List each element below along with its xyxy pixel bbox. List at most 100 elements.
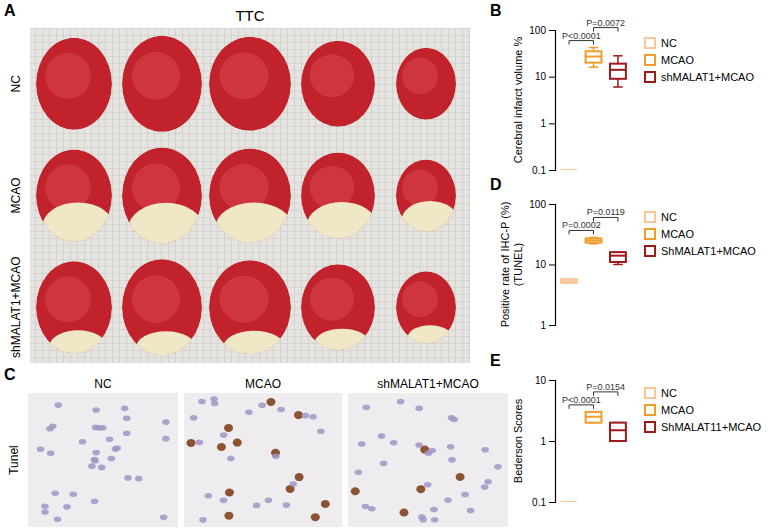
- nucleus: [378, 433, 386, 439]
- nucleus: [162, 419, 170, 425]
- nucleus: [108, 456, 116, 462]
- whisker-low: [617, 79, 619, 87]
- legend-swatch: [645, 388, 655, 398]
- positive-nucleus: [225, 489, 234, 497]
- brain-slice: [122, 259, 202, 365]
- positive-nucleus: [294, 411, 303, 419]
- box-body: [586, 51, 602, 62]
- slice-shade: [45, 276, 91, 322]
- y-axis-line: [549, 205, 556, 326]
- figure: ATTCNCMCAOshMALAT1+MCAOCTunelNCMCAOshMAL…: [0, 0, 778, 529]
- nucleus: [444, 497, 452, 503]
- box-median: [586, 239, 602, 241]
- nucleus: [210, 396, 218, 402]
- y-tick-mark: [549, 77, 555, 78]
- infarct-area: [50, 330, 107, 362]
- legend-swatch: [645, 422, 655, 432]
- legend-label: MCAO: [661, 54, 694, 66]
- slice-shade: [45, 53, 91, 99]
- nucleus: [63, 504, 71, 510]
- slice-tissue: [209, 37, 291, 131]
- column-label: NC: [94, 377, 112, 391]
- significance-bracket: [569, 41, 593, 45]
- nucleus: [123, 415, 131, 421]
- nucleus: [54, 516, 62, 522]
- box: [561, 170, 577, 171]
- y-tick: 10: [535, 71, 555, 82]
- significance-bracket: [569, 405, 593, 409]
- y-tick-label: 1: [540, 436, 546, 447]
- nucleus: [368, 506, 376, 512]
- nucleus: [106, 437, 114, 443]
- positive-nucleus: [224, 512, 233, 520]
- micrograph: [348, 393, 508, 527]
- whisker-high: [617, 56, 619, 64]
- positive-nucleus: [233, 439, 242, 447]
- infarct-area: [128, 203, 204, 256]
- y-tick-mark: [549, 502, 555, 503]
- nucleus: [190, 415, 198, 421]
- box-body: [561, 279, 577, 282]
- infarct-area: [307, 202, 377, 249]
- nucleus: [447, 444, 455, 450]
- nucleus: [450, 417, 458, 423]
- micrograph: [184, 393, 342, 527]
- positive-nucleus: [351, 487, 360, 495]
- nucleus: [121, 406, 129, 412]
- nucleus: [317, 428, 325, 434]
- brain-slice: [209, 149, 293, 255]
- legend-swatch: [645, 212, 655, 222]
- whisker-cap-low: [613, 264, 623, 266]
- slice-tissue: [301, 41, 375, 127]
- slice-shade: [402, 170, 438, 206]
- significance-bracket: [594, 392, 618, 396]
- y-tick-label: 1: [540, 320, 546, 331]
- nucleus: [91, 498, 99, 504]
- significance-bracket: [594, 28, 618, 32]
- nucleus: [253, 503, 261, 509]
- nucleus: [41, 503, 49, 509]
- nucleus: [196, 440, 204, 446]
- nucleus: [199, 517, 207, 523]
- positive-nucleus: [295, 473, 304, 481]
- box: [561, 502, 577, 503]
- slice-shade: [132, 52, 180, 100]
- nucleus: [79, 439, 87, 445]
- legend-swatch: [645, 229, 655, 239]
- nucleus: [484, 479, 492, 485]
- nucleus: [92, 407, 100, 413]
- legend-label: MCAO: [661, 228, 694, 240]
- y-tick: 100: [529, 25, 555, 36]
- infarct-area: [215, 203, 293, 255]
- nucleus: [198, 399, 206, 405]
- legend-swatch: [645, 55, 655, 65]
- nucleus: [415, 442, 423, 448]
- box: [586, 412, 602, 423]
- y-tick: 1: [540, 436, 555, 447]
- infarct-area: [402, 201, 459, 241]
- box-body: [586, 238, 602, 242]
- nucleus: [135, 476, 143, 482]
- slice-shade: [132, 275, 180, 323]
- photo-background: [30, 28, 470, 363]
- nucleus: [467, 508, 475, 514]
- whisker-cap-low: [589, 66, 599, 68]
- y-tick: 10: [535, 259, 555, 270]
- legend-swatch: [645, 246, 655, 256]
- micrograph-background: [28, 393, 178, 527]
- slice-tissue: [122, 36, 202, 132]
- nucleus: [358, 441, 366, 447]
- y-axis-title: Cerebral infarct volume %: [512, 37, 524, 164]
- panel-title: TTC: [235, 7, 264, 24]
- nucleus: [37, 446, 45, 452]
- y-axis: 0.1110: [532, 375, 555, 508]
- brain-slice: [122, 148, 204, 256]
- nucleus: [92, 450, 100, 456]
- box-median: [561, 280, 577, 282]
- y-tick-label: 10: [535, 71, 547, 82]
- nucleus: [362, 405, 370, 411]
- y-axis-title: Bederson Scores: [512, 398, 524, 483]
- whisker-cap-low: [613, 86, 623, 88]
- nucleus: [123, 430, 131, 436]
- positive-nucleus: [456, 473, 465, 481]
